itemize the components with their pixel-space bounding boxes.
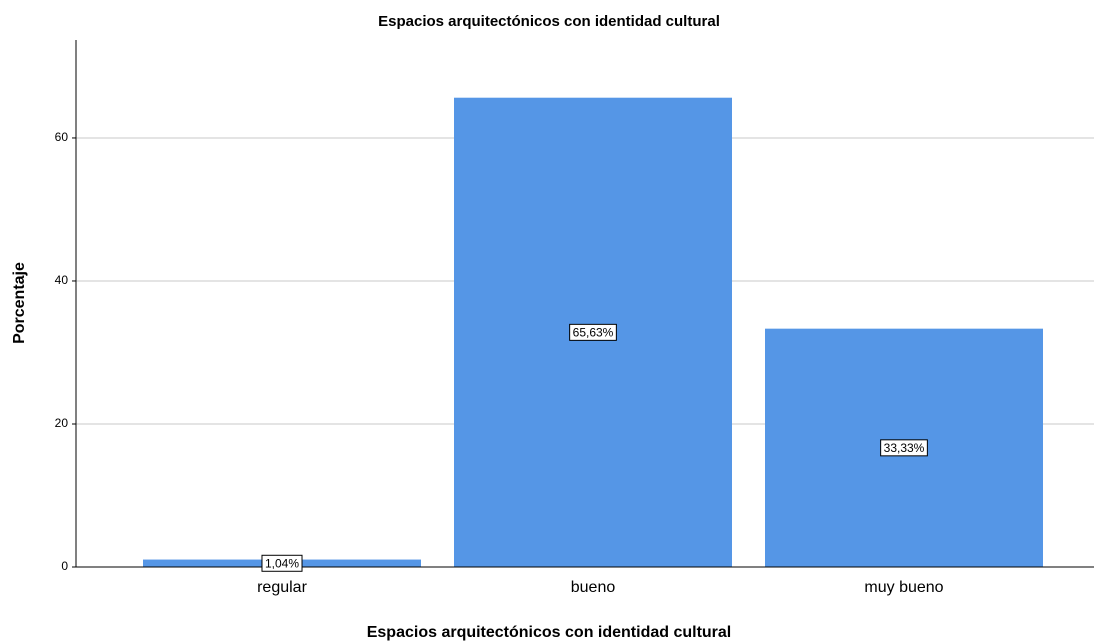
value-label: 33,33%	[884, 441, 925, 455]
value-label-box	[569, 323, 617, 341]
y-tick-label: 40	[55, 273, 69, 287]
x-axis-title: Espacios arquitectónicos con identidad c…	[367, 624, 732, 641]
y-axis-title: Porcentaje	[11, 262, 28, 344]
x-tick-label: bueno	[571, 579, 616, 596]
y-tick-label: 20	[55, 416, 69, 430]
value-label-box	[880, 439, 928, 457]
x-tick-label: regular	[257, 579, 307, 596]
y-tick-label: 60	[55, 130, 69, 144]
y-tick-label: 0	[61, 559, 68, 573]
x-tick-label: muy bueno	[864, 579, 943, 596]
value-label: 65,63%	[573, 326, 614, 340]
chart-title: Espacios arquitectónicos con identidad c…	[378, 13, 720, 30]
value-label-box	[261, 554, 303, 572]
value-label: 1,04%	[265, 556, 299, 570]
